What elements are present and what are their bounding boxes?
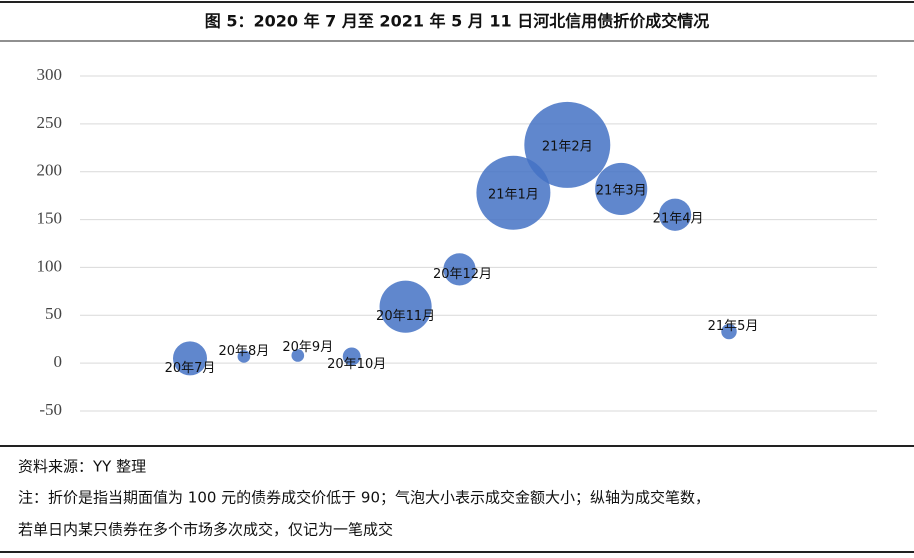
bubble [476,155,551,230]
data-label: 20年10月 [327,357,386,372]
bubble [595,162,648,216]
note: 注：折价是指当期面值为 100 元的债券成交价低于 90；气泡大小表示成交金额大… [18,489,710,507]
chart-title: 图 5：2020 年 7 月至 2021 年 5 月 11 日河北信用债折价成交… [205,12,709,31]
bubble [524,101,611,188]
bubble [342,347,361,366]
data-label: 21年5月 [708,319,759,334]
bubble [291,349,305,362]
y-tick-label: -50 [39,400,62,419]
y-tick-label: 300 [37,65,63,84]
y-tick-label: 100 [37,256,63,275]
data-label: 21年1月 [488,187,539,202]
y-tick-label: 200 [37,161,63,180]
bubble [658,198,692,231]
y-tick-label: 50 [45,304,62,323]
data-label: 20年9月 [282,340,333,355]
bubble [443,253,476,286]
data-label: 21年3月 [596,183,647,198]
data-label: 20年11月 [376,309,435,324]
bubble [379,280,432,333]
bubble [721,323,737,340]
source: 资料来源：YY 整理 [18,458,146,476]
note: 若单日内某只债券在多个市场多次成交，仅记为一笔成交 [18,521,393,539]
data-label: 21年2月 [542,139,593,154]
data-label: 20年12月 [433,267,492,282]
y-tick-label: 0 [54,352,63,371]
data-label: 21年4月 [653,211,704,226]
y-tick-label: 250 [37,113,63,132]
data-label: 20年7月 [165,361,216,376]
data-label: 20年8月 [218,344,269,359]
bubble [237,350,251,363]
bubble [172,341,208,376]
y-tick-label: 150 [37,208,63,227]
